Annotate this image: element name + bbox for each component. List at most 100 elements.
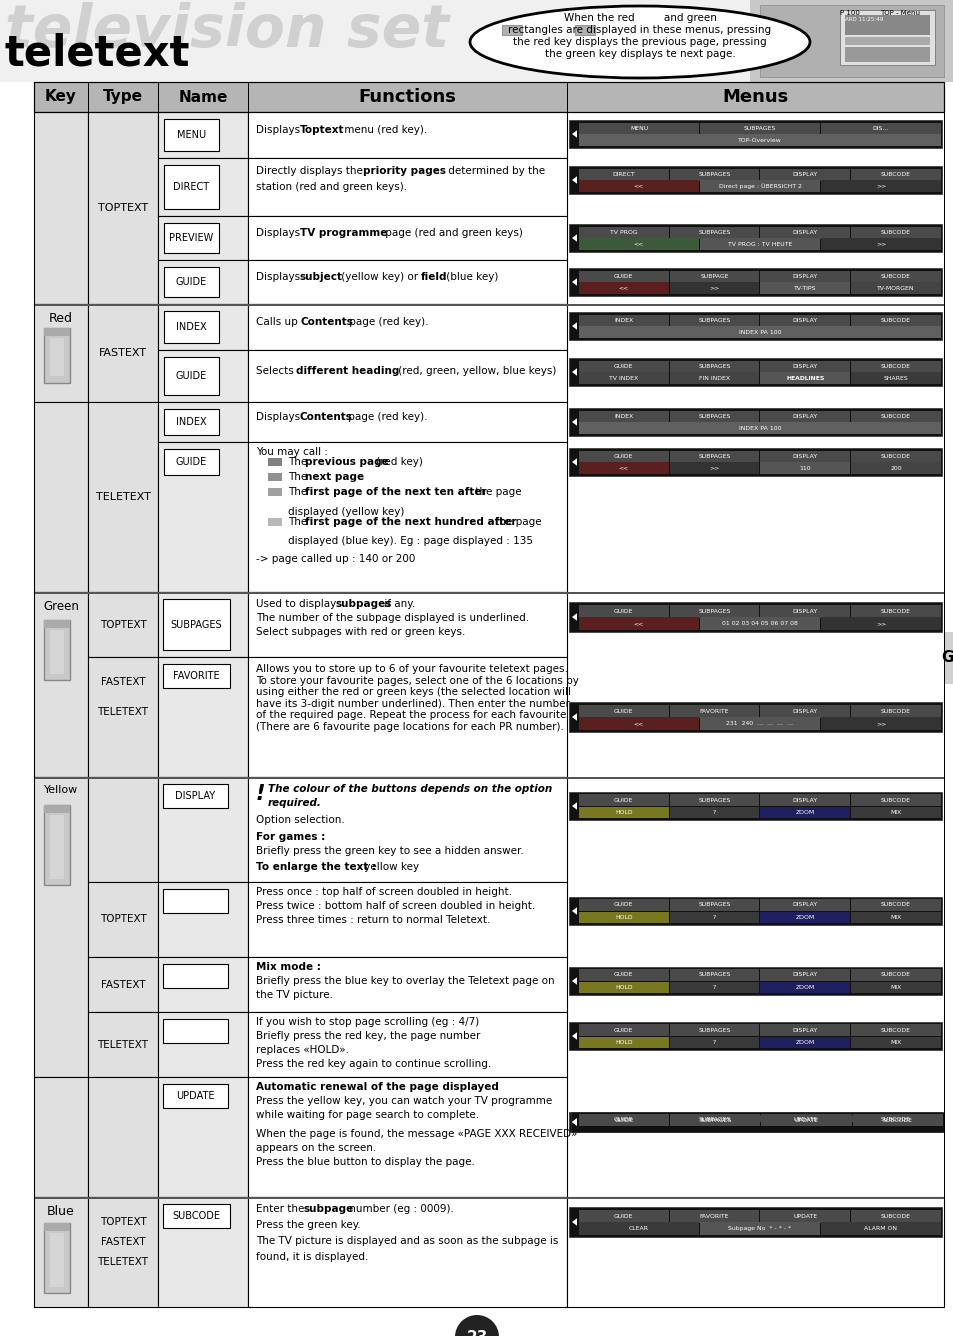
Text: SUBCODE: SUBCODE (882, 1117, 912, 1122)
Bar (852, 1114, 942, 1126)
Text: station (red and green keys).: station (red and green keys). (255, 182, 407, 192)
Text: <<: << (633, 242, 643, 247)
Text: FAVORITE: FAVORITE (700, 1214, 729, 1218)
Text: >>: >> (875, 621, 885, 627)
Bar (50, 815, 64, 879)
Bar (669, 705, 759, 717)
Bar (34, 112, 88, 305)
Text: 200: 200 (889, 466, 901, 470)
Bar (44, 329, 70, 335)
Text: UPDATE: UPDATE (794, 1117, 818, 1122)
Text: priority pages: priority pages (363, 166, 446, 176)
Text: UPDATE: UPDATE (793, 1117, 817, 1122)
Bar (669, 899, 759, 911)
Text: GUIDE: GUIDE (614, 609, 633, 613)
Bar (158, 112, 248, 158)
Text: subpage: subpage (304, 1204, 354, 1214)
Bar (158, 81, 159, 112)
Text: SUBCODE: SUBCODE (881, 1027, 910, 1033)
Bar (669, 168, 759, 180)
Bar (88, 778, 158, 882)
Text: FAVORITE: FAVORITE (700, 709, 729, 713)
Bar (821, 180, 940, 192)
Bar (50, 338, 64, 375)
Text: SUBPAGES: SUBPAGES (698, 973, 730, 978)
Bar (568, 701, 941, 732)
Text: Briefly press the red key, the page number: Briefly press the red key, the page numb… (255, 1031, 480, 1041)
Text: SUBCODE: SUBCODE (881, 1214, 910, 1218)
Text: Green: Green (43, 600, 79, 613)
Text: GUIDE: GUIDE (614, 903, 633, 907)
Text: Briefly press the green key to see a hidden answer.: Briefly press the green key to see a hid… (255, 846, 523, 856)
Bar (88, 957, 158, 1011)
Text: SUBCODE: SUBCODE (172, 1210, 220, 1221)
Text: SUBPAGES: SUBPAGES (698, 609, 730, 613)
Bar (760, 1116, 849, 1124)
Text: required.: required. (268, 798, 321, 808)
Text: GUIDE: GUIDE (614, 1027, 633, 1033)
Bar (44, 806, 70, 814)
Bar (669, 605, 759, 617)
Bar (943, 632, 953, 684)
Text: INDEX PA 100: INDEX PA 100 (738, 330, 781, 334)
Bar (568, 269, 941, 297)
Bar (248, 882, 566, 957)
Polygon shape (572, 907, 577, 915)
Bar (844, 47, 929, 61)
Bar (248, 957, 566, 1011)
Text: Contents: Contents (299, 411, 353, 422)
Bar (34, 81, 35, 1307)
Bar (163, 965, 228, 989)
Bar (760, 361, 849, 373)
Text: Displays: Displays (255, 273, 303, 282)
Bar (88, 1011, 158, 1077)
Text: INDEX: INDEX (176, 322, 207, 333)
Bar (88, 402, 158, 592)
Text: MENU: MENU (629, 127, 647, 131)
Text: (yellow key) or: (yellow key) or (337, 273, 421, 282)
Bar (578, 969, 668, 981)
Text: >>: >> (875, 183, 885, 188)
Text: different heading: different heading (295, 366, 399, 375)
Text: TELETEXT: TELETEXT (97, 1257, 149, 1267)
Bar (34, 592, 88, 778)
Bar (578, 227, 668, 239)
Bar (568, 1112, 941, 1132)
Bar (669, 1037, 759, 1047)
Text: appears on the screen.: appears on the screen. (255, 1144, 375, 1153)
Text: GUIDE: GUIDE (614, 798, 633, 803)
Bar (163, 1204, 230, 1228)
Text: >>: >> (709, 466, 719, 470)
Text: SUBCODE: SUBCODE (881, 230, 910, 235)
Text: GUIDE: GUIDE (614, 709, 633, 713)
Bar (568, 224, 941, 253)
Bar (164, 357, 219, 395)
Bar (566, 1197, 943, 1307)
Bar (44, 620, 70, 628)
Text: SUBCODE: SUBCODE (881, 903, 910, 907)
Bar (700, 617, 820, 631)
Text: displayed (blue key). Eg : page displayed : 135: displayed (blue key). Eg : page displaye… (288, 536, 533, 546)
Bar (248, 402, 566, 442)
Bar (568, 448, 941, 476)
Bar (571, 1112, 943, 1132)
Polygon shape (572, 369, 577, 375)
Bar (578, 361, 668, 373)
Text: Allows you to store up to 6 of your favourite teletext pages.
To store your favo: Allows you to store up to 6 of your favo… (255, 664, 598, 732)
Text: TV programme: TV programme (299, 228, 387, 238)
Text: SUBPAGES: SUBPAGES (699, 1117, 731, 1122)
Text: GUIDE: GUIDE (614, 1117, 633, 1122)
Text: Yellow: Yellow (44, 786, 78, 795)
Polygon shape (572, 130, 577, 138)
Text: MIX: MIX (889, 1039, 901, 1045)
Text: Press the blue button to display the page.: Press the blue button to display the pag… (255, 1157, 475, 1168)
Bar (850, 168, 940, 180)
Text: TOPTEXT: TOPTEXT (99, 620, 146, 629)
Bar (568, 358, 941, 386)
Text: found, it is displayed.: found, it is displayed. (255, 1252, 368, 1263)
Bar (163, 784, 228, 808)
Text: INDEX: INDEX (614, 318, 633, 323)
Bar (158, 1011, 248, 1077)
Bar (0, 0, 953, 81)
Bar (850, 1116, 940, 1124)
